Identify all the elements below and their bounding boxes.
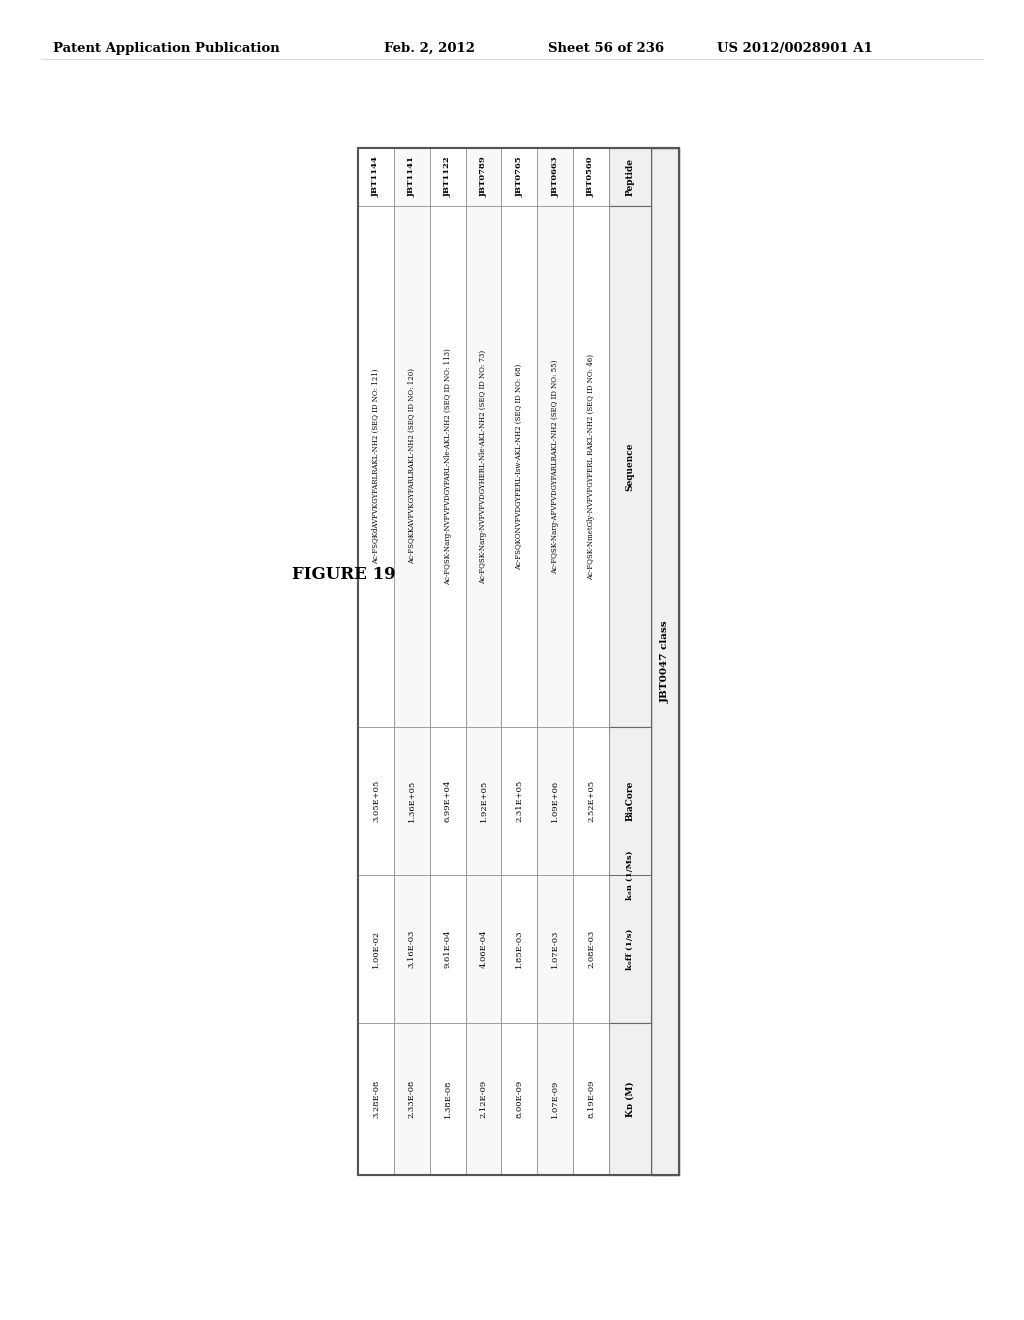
Bar <box>502 1023 538 1175</box>
Text: Ac-FQSK-Narg-NVFVFVDGYHERL-Nle-AKL-NH2 (SEQ ID NO: 73): Ac-FQSK-Narg-NVFVFVDGYHERL-Nle-AKL-NH2 (… <box>479 350 487 583</box>
Bar <box>538 1023 573 1175</box>
Bar <box>394 148 430 206</box>
Text: JBT0663: JBT0663 <box>551 157 559 197</box>
Text: 2.08E-03: 2.08E-03 <box>587 929 595 968</box>
Bar <box>538 727 573 875</box>
Text: Patent Application Publication: Patent Application Publication <box>53 42 280 55</box>
Text: JBT0765: JBT0765 <box>515 157 523 197</box>
Text: Ac-FSQKdAVFVKGYFARLRAKL-NH2 (SEQ ID NO: 121): Ac-FSQKdAVFVKGYFARLRAKL-NH2 (SEQ ID NO: … <box>372 368 380 564</box>
Text: JBT1144: JBT1144 <box>372 157 380 198</box>
Text: Ac-FSQKONVFVDGYFERL-Isw-AKL-NH2 (SEQ ID NO: 68): Ac-FSQKONVFVDGYFERL-Isw-AKL-NH2 (SEQ ID … <box>515 363 523 570</box>
Bar <box>394 1023 430 1175</box>
Bar <box>466 148 502 206</box>
Bar <box>573 1023 609 1175</box>
Bar <box>466 727 502 875</box>
Text: 8.19E-09: 8.19E-09 <box>587 1080 595 1118</box>
Bar <box>358 875 394 1023</box>
Bar <box>430 1023 466 1175</box>
Text: 1.85E-03: 1.85E-03 <box>515 929 523 969</box>
Text: 1.38E-08: 1.38E-08 <box>443 1080 452 1118</box>
Bar <box>573 148 609 206</box>
Bar <box>358 206 394 727</box>
Text: Kᴅ (M): Kᴅ (M) <box>626 1081 635 1117</box>
Bar <box>394 206 430 727</box>
Bar <box>466 875 502 1023</box>
Bar <box>358 148 679 1175</box>
Bar <box>538 206 573 727</box>
Text: 3.16E-03: 3.16E-03 <box>408 929 416 968</box>
Text: JBT0789: JBT0789 <box>479 157 487 198</box>
Text: kₒn (1/Ms): kₒn (1/Ms) <box>626 850 634 900</box>
Text: 1.36E+05: 1.36E+05 <box>408 780 416 822</box>
Bar <box>358 148 394 206</box>
Text: JBT0560: JBT0560 <box>587 157 595 197</box>
Bar <box>609 148 651 206</box>
Bar <box>502 148 538 206</box>
Bar <box>466 1023 502 1175</box>
Bar <box>573 206 609 727</box>
Bar <box>430 206 466 727</box>
Text: 2.12E-09: 2.12E-09 <box>479 1080 487 1118</box>
Bar <box>466 206 502 727</box>
Text: 4.06E-04: 4.06E-04 <box>479 929 487 969</box>
Bar <box>538 875 573 1023</box>
Text: JBT0047 class: JBT0047 class <box>660 620 670 702</box>
Bar <box>394 875 430 1023</box>
Bar <box>358 148 679 1175</box>
Text: 6.99E+04: 6.99E+04 <box>443 780 452 822</box>
Text: JBT1122: JBT1122 <box>443 157 452 197</box>
Bar <box>538 148 573 206</box>
Bar <box>609 727 651 1023</box>
Text: BiaCore: BiaCore <box>626 781 635 821</box>
Text: kₒff (1/s): kₒff (1/s) <box>626 928 634 970</box>
Bar <box>502 727 538 875</box>
Bar <box>609 1023 651 1175</box>
Bar <box>358 1023 394 1175</box>
Text: 1.07E-03: 1.07E-03 <box>551 929 559 968</box>
Bar <box>430 727 466 875</box>
Text: 3.05E+05: 3.05E+05 <box>372 780 380 822</box>
Bar <box>358 727 394 875</box>
Bar <box>430 875 466 1023</box>
Bar <box>573 875 609 1023</box>
Bar <box>651 148 679 1175</box>
Text: 2.31E+05: 2.31E+05 <box>515 780 523 822</box>
Bar <box>609 206 651 727</box>
Text: 1.07E-09: 1.07E-09 <box>551 1080 559 1118</box>
Bar <box>573 727 609 875</box>
Text: Sequence: Sequence <box>626 442 635 491</box>
Bar <box>394 727 430 875</box>
Text: 2.33E-08: 2.33E-08 <box>408 1080 416 1118</box>
Text: 3.28E-08: 3.28E-08 <box>372 1080 380 1118</box>
Bar <box>502 206 538 727</box>
Text: US 2012/0028901 A1: US 2012/0028901 A1 <box>717 42 872 55</box>
Text: 9.61E-04: 9.61E-04 <box>443 929 452 969</box>
Text: Ac-FQSK-Narg-AFVFVDGYFARLRAKL-NH2 (SEQ ID NO: 55): Ac-FQSK-Narg-AFVFVDGYFARLRAKL-NH2 (SEQ I… <box>551 359 559 574</box>
Text: Sheet 56 of 236: Sheet 56 of 236 <box>548 42 664 55</box>
Bar <box>502 875 538 1023</box>
Text: JBT1141: JBT1141 <box>408 157 416 198</box>
Text: Ac-FQSK-Narg-NVFVFVDGYFARL-Nle-AKL-NH2 (SEQ ID NO: 113): Ac-FQSK-Narg-NVFVFVDGYFARL-Nle-AKL-NH2 (… <box>443 348 452 585</box>
Text: Feb. 2, 2012: Feb. 2, 2012 <box>384 42 475 55</box>
Text: 1.92E+05: 1.92E+05 <box>479 780 487 822</box>
Bar <box>430 148 466 206</box>
Text: Peptide: Peptide <box>626 158 635 195</box>
Text: FIGURE 19: FIGURE 19 <box>292 566 395 582</box>
Text: 1.00E-02: 1.00E-02 <box>372 929 380 968</box>
Text: 2.52E+05: 2.52E+05 <box>587 780 595 822</box>
Text: 8.00E-09: 8.00E-09 <box>515 1080 523 1118</box>
Text: Ac-FQSK-NmetGly-NVFVFGYFERL RAKL-NH2 (SEQ ID NO: 46): Ac-FQSK-NmetGly-NVFVFGYFERL RAKL-NH2 (SE… <box>587 354 595 579</box>
Text: Ac-FSQKKAVFVKGYFARLRAKL-NH2 (SEQ ID NO: 120): Ac-FSQKKAVFVKGYFARLRAKL-NH2 (SEQ ID NO: … <box>408 368 416 565</box>
Text: 1.09E+06: 1.09E+06 <box>551 780 559 822</box>
